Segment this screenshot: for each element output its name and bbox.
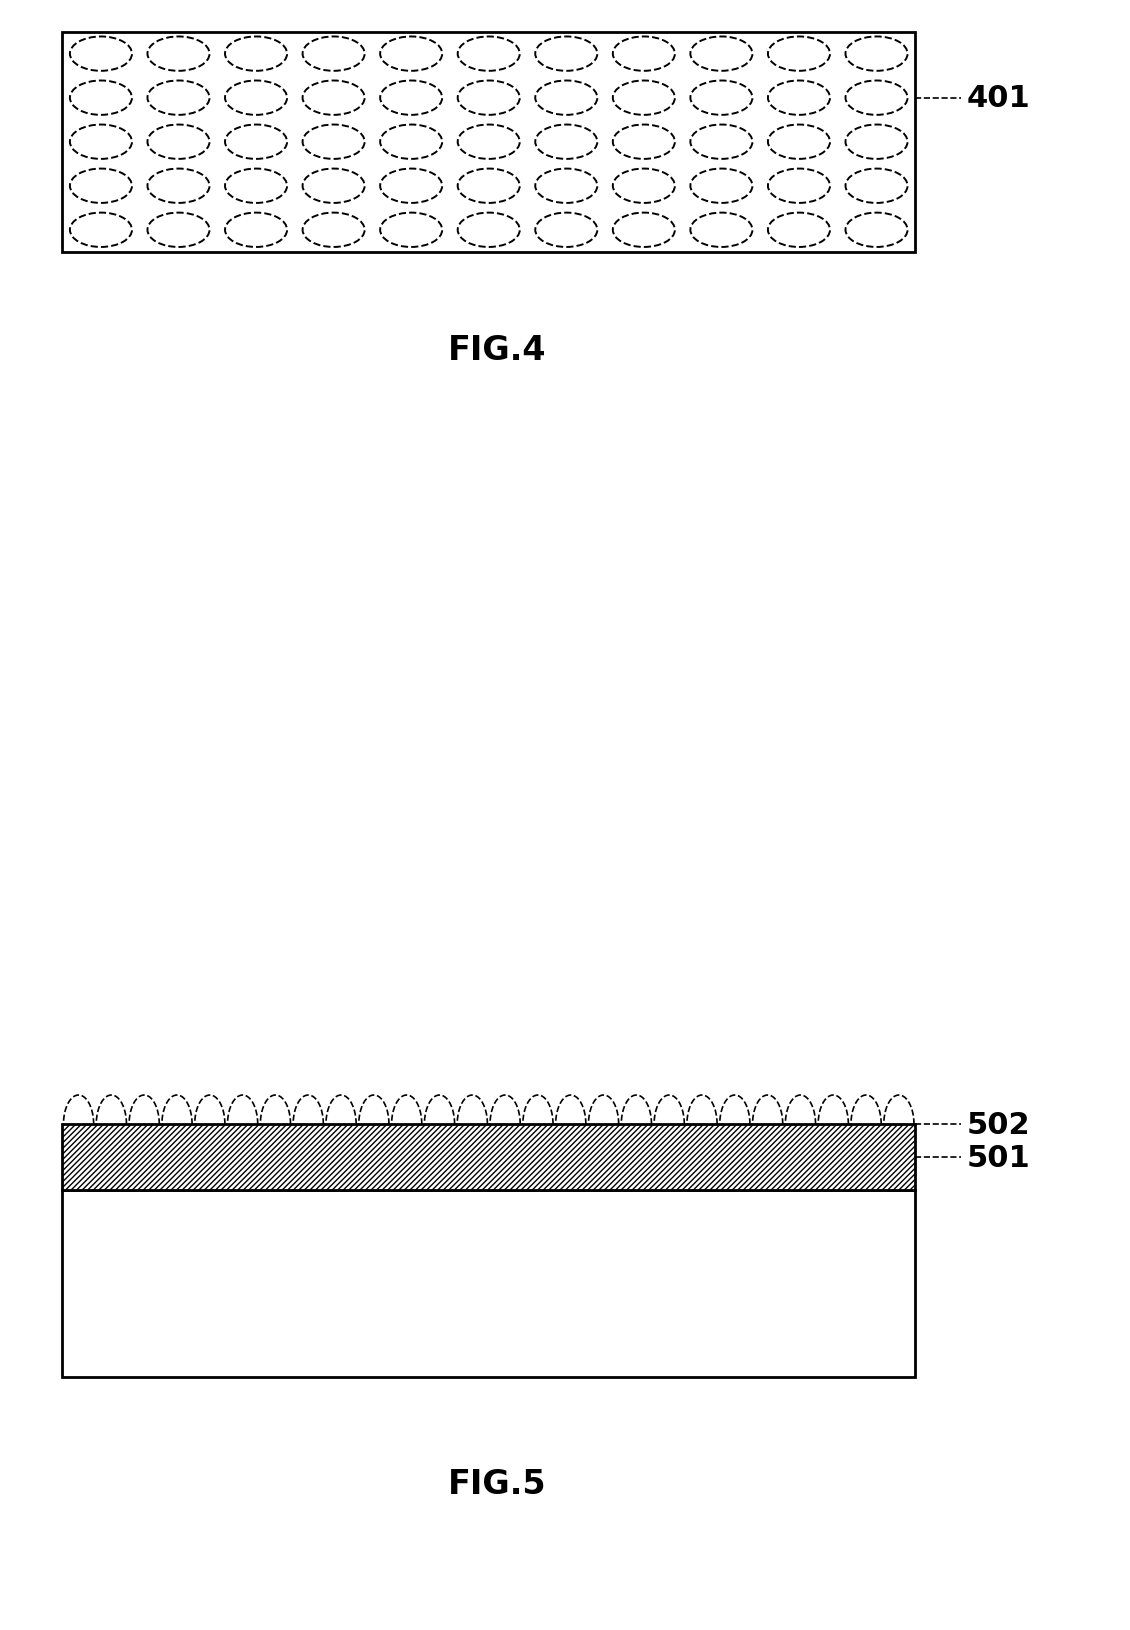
Text: FIG.4: FIG.4 (447, 334, 547, 367)
Text: 501: 501 (966, 1143, 1029, 1172)
Bar (62, 1125, 915, 1190)
Text: 502: 502 (966, 1110, 1029, 1139)
Text: FIG.5: FIG.5 (447, 1467, 547, 1500)
Bar (62, 33, 915, 253)
Text: 401: 401 (966, 85, 1029, 112)
Bar (62, 1190, 915, 1377)
